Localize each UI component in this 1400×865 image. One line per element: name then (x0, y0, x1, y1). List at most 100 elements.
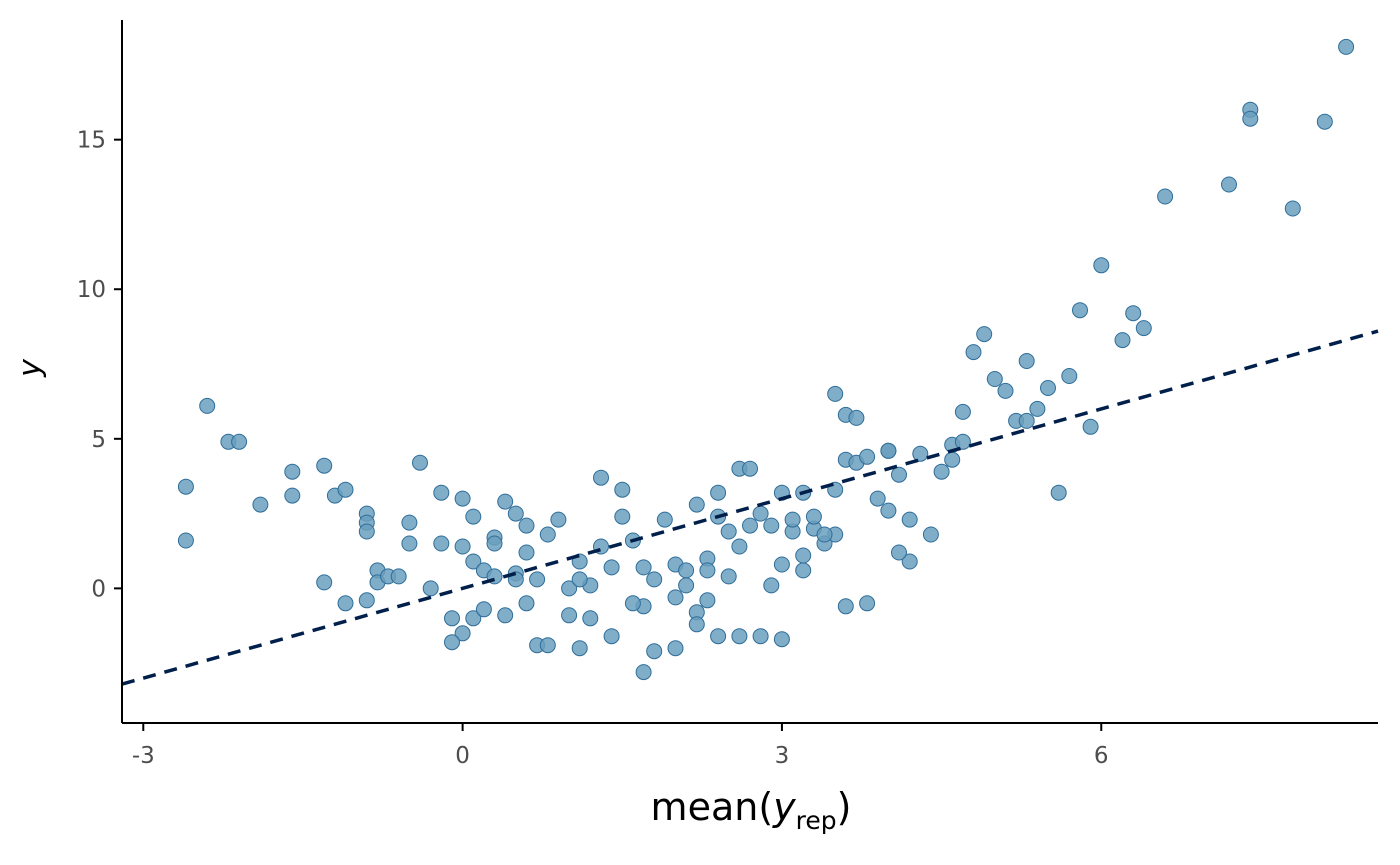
data-point (795, 547, 812, 564)
data-point (1114, 332, 1131, 349)
data-point (1338, 38, 1355, 55)
data-point (316, 457, 333, 474)
data-point (688, 616, 705, 633)
svg-text:mean(yrep): mean(yrep) (651, 785, 852, 835)
data-point (891, 466, 907, 483)
x-tick-label: 3 (775, 743, 790, 769)
x-tick-label: -3 (132, 743, 155, 769)
data-point (954, 433, 971, 450)
data-point (954, 403, 971, 420)
data-point (742, 517, 758, 534)
data-point (401, 535, 418, 552)
data-point (284, 463, 301, 480)
data-point (656, 511, 673, 528)
data-point (518, 544, 535, 561)
data-point (742, 460, 758, 477)
data-point (518, 517, 535, 534)
data-point (859, 448, 876, 465)
data-point (433, 535, 450, 552)
data-point (837, 598, 854, 615)
data-point (752, 505, 769, 522)
data-point (795, 562, 812, 579)
data-point (997, 382, 1014, 399)
data-point (944, 451, 961, 468)
data-point (284, 487, 301, 504)
data-point (688, 496, 705, 513)
data-point (199, 397, 216, 414)
data-point (475, 601, 492, 618)
data-point (624, 595, 641, 612)
data-point (571, 640, 588, 657)
data-point (358, 592, 375, 609)
data-point (710, 484, 727, 501)
data-point (1125, 305, 1142, 322)
data-point (635, 559, 652, 576)
data-point (1072, 302, 1088, 319)
data-point (454, 625, 471, 642)
data-point (465, 553, 482, 570)
reference-line-y-equals-x (121, 329, 1379, 686)
x-axis-title-symbol: y (772, 785, 796, 829)
data-point (678, 562, 695, 579)
data-point (316, 574, 333, 591)
data-point (965, 344, 982, 361)
data-point (1050, 484, 1067, 501)
y-tick-label: 5 (91, 427, 106, 453)
data-point (593, 469, 609, 486)
data-point (869, 490, 886, 507)
data-point (1061, 368, 1078, 384)
points-layer (177, 38, 1355, 681)
data-point (1221, 176, 1237, 193)
data-point (816, 526, 833, 543)
data-point (518, 595, 535, 612)
data-point (848, 409, 865, 426)
data-point (763, 517, 780, 534)
data-point (1082, 418, 1099, 435)
data-point (646, 643, 663, 660)
data-point (646, 571, 663, 588)
x-axis-title-open-paren: ( (758, 785, 773, 829)
data-point (497, 493, 514, 510)
data-point (710, 628, 727, 645)
data-point (784, 511, 801, 528)
data-point (880, 502, 897, 519)
data-point (337, 481, 354, 498)
data-point (805, 508, 822, 525)
data-point (976, 326, 993, 343)
data-point (891, 544, 907, 561)
data-point (667, 640, 684, 657)
data-point (1242, 110, 1259, 127)
data-point (1284, 200, 1301, 217)
x-tick-label: 6 (1094, 743, 1109, 769)
y-tick-label: 10 (77, 277, 106, 303)
data-point (582, 610, 599, 627)
data-point (1040, 380, 1056, 396)
x-tick-label: 0 (455, 743, 470, 769)
data-point (444, 634, 460, 651)
data-point (571, 571, 588, 588)
data-point (880, 442, 897, 459)
data-point (901, 511, 918, 528)
data-point (901, 553, 918, 570)
data-point (486, 535, 503, 552)
data-point (912, 445, 929, 462)
data-point (1316, 113, 1333, 130)
data-point (465, 610, 482, 627)
data-point (177, 532, 194, 549)
data-point (401, 514, 418, 531)
x-axis-ticks: -3 0 3 6 (132, 723, 1109, 769)
data-point (635, 664, 652, 681)
data-point (550, 511, 567, 528)
data-point (337, 595, 354, 612)
data-point (252, 496, 269, 513)
data-point (603, 628, 620, 645)
data-point (731, 628, 748, 645)
data-point (603, 559, 620, 576)
data-point (444, 610, 460, 627)
data-point (1029, 400, 1046, 417)
data-point (699, 562, 716, 579)
data-point (454, 490, 471, 507)
data-point (1135, 320, 1152, 337)
data-point (231, 433, 248, 450)
